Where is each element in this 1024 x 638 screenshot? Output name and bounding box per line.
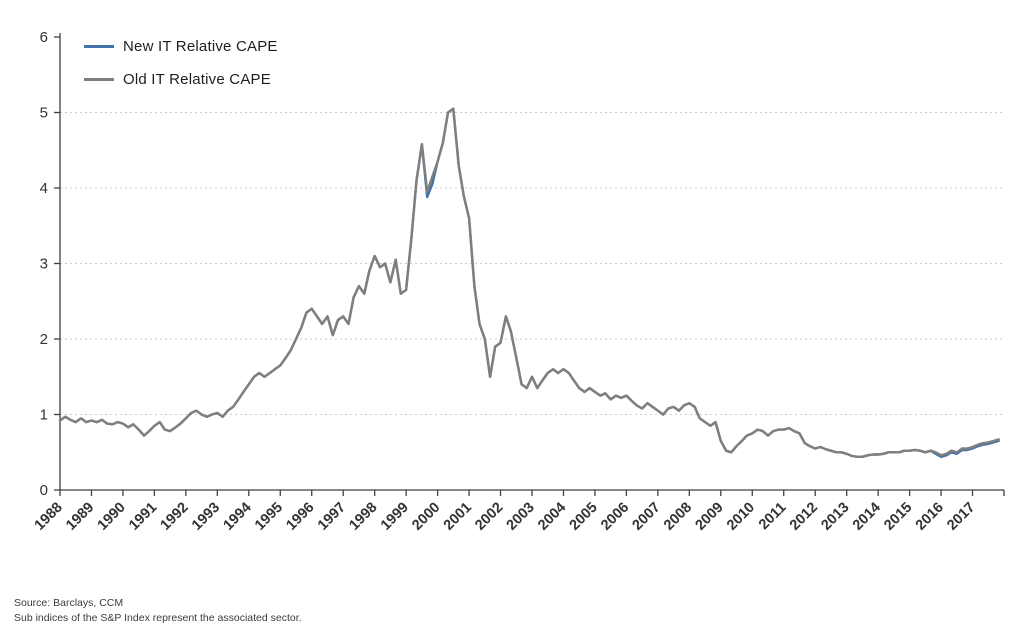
legend-item-old-it: Old IT Relative CAPE [84, 71, 278, 88]
legend-label-old-it: Old IT Relative CAPE [123, 71, 271, 88]
x-axis-label-2006: 2006 [598, 500, 632, 534]
legend-swatch-new-it [84, 45, 114, 48]
x-axis-label-2015: 2015 [881, 500, 915, 534]
x-axis-label-1989: 1989 [63, 500, 97, 534]
x-axis-label-1997: 1997 [315, 500, 349, 534]
legend-label-new-it: New IT Relative CAPE [123, 38, 278, 55]
y-axis-label-4: 4 [40, 180, 48, 197]
series-line-old-it-relative-cape [58, 107, 1000, 458]
x-axis-label-2010: 2010 [724, 500, 758, 534]
chart-legend: New IT Relative CAPE Old IT Relative CAP… [84, 38, 278, 104]
y-axis-label-0: 0 [40, 482, 48, 499]
chart-canvas: 0123456198819891990199119921993199419951… [32, 29, 1005, 534]
x-axis-label-2017: 2017 [944, 500, 978, 534]
x-axis-label-2004: 2004 [535, 500, 569, 534]
chart-footer: Source: Barclays, CCM Sub indices of the… [14, 596, 302, 626]
y-axis-label-3: 3 [40, 256, 48, 273]
x-axis-label-1994: 1994 [220, 500, 254, 534]
x-axis-label-2009: 2009 [692, 500, 726, 534]
x-axis-label-2008: 2008 [661, 500, 695, 534]
x-axis-label-2000: 2000 [409, 500, 443, 534]
y-axis-label-5: 5 [40, 105, 48, 122]
x-axis-label-2014: 2014 [850, 500, 884, 534]
x-axis-label-2001: 2001 [441, 500, 475, 534]
x-axis-label-1992: 1992 [158, 500, 192, 534]
y-axis-label-1: 1 [40, 407, 48, 424]
legend-swatch-old-it [84, 78, 114, 81]
x-axis-label-2012: 2012 [787, 500, 821, 534]
x-axis-label-2005: 2005 [567, 500, 601, 534]
x-axis-label-1990: 1990 [95, 500, 129, 534]
series-line-new-it-relative-cape [58, 107, 1000, 458]
x-axis-label-2013: 2013 [818, 500, 852, 534]
x-axis-label-1998: 1998 [346, 500, 380, 534]
x-axis-label-1993: 1993 [189, 500, 223, 534]
x-axis-label-2011: 2011 [756, 500, 790, 534]
y-axis-label-6: 6 [40, 29, 48, 46]
x-axis-label-2002: 2002 [472, 500, 506, 534]
x-axis-label-1995: 1995 [252, 500, 286, 534]
x-axis-label-2003: 2003 [504, 500, 538, 534]
x-axis-label-1996: 1996 [283, 500, 317, 534]
x-axis-label-1988: 1988 [32, 500, 66, 534]
legend-item-new-it: New IT Relative CAPE [84, 38, 278, 55]
index-note: Sub indices of the S&P Index represent t… [14, 612, 302, 625]
x-axis-label-2007: 2007 [630, 500, 664, 534]
y-axis-label-2: 2 [40, 331, 48, 348]
x-axis-label-2016: 2016 [913, 500, 947, 534]
x-axis-label-1999: 1999 [378, 500, 412, 534]
source-note: Source: Barclays, CCM [14, 597, 124, 609]
x-axis-label-1991: 1991 [126, 500, 160, 534]
